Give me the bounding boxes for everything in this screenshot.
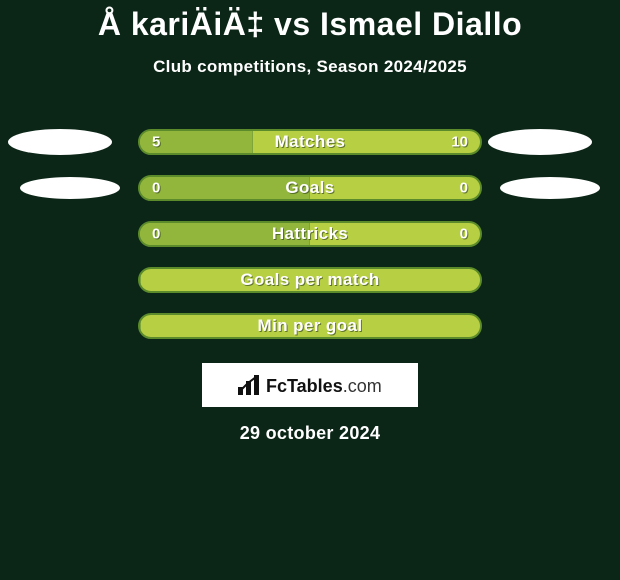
stat-row-mpg: Min per goal xyxy=(0,303,620,349)
brand-main: Tables xyxy=(287,376,343,396)
stat-bar: Min per goal xyxy=(138,313,482,339)
date-label: 29 october 2024 xyxy=(0,423,620,444)
subtitle: Club competitions, Season 2024/2025 xyxy=(0,57,620,77)
stat-row-gpm: Goals per match xyxy=(0,257,620,303)
player1-logo-placeholder xyxy=(8,129,112,155)
player2-logo-placeholder xyxy=(488,129,592,155)
stats-block: 5 Matches 10 0 Goals 0 0 Hattricks 0 xyxy=(0,119,620,349)
stat-row-goals: 0 Goals 0 xyxy=(0,165,620,211)
player1-name: Å kariÄiÄ‡ xyxy=(98,6,265,42)
brand-prefix: Fc xyxy=(266,376,287,396)
stat-label: Min per goal xyxy=(140,316,480,336)
stat-bar: 0 Goals 0 xyxy=(138,175,482,201)
stat-label: Matches xyxy=(140,132,480,152)
page-title: Å kariÄiÄ‡ vs Ismael Diallo xyxy=(0,6,620,43)
stat-label: Hattricks xyxy=(140,224,480,244)
player2-name: Ismael Diallo xyxy=(320,6,522,42)
brand-logo[interactable]: FcTables.com xyxy=(202,363,418,407)
player1-flag-placeholder xyxy=(20,177,120,199)
fctables-logo-icon: FcTables.com xyxy=(210,369,410,401)
svg-text:FcTables.com: FcTables.com xyxy=(266,376,382,396)
stat-label: Goals per match xyxy=(140,270,480,290)
stat-right-value: 10 xyxy=(451,134,468,151)
stat-row-hattricks: 0 Hattricks 0 xyxy=(0,211,620,257)
brand-suffix: .com xyxy=(343,376,382,396)
stat-bar: 0 Hattricks 0 xyxy=(138,221,482,247)
player2-flag-placeholder xyxy=(500,177,600,199)
stat-label: Goals xyxy=(140,178,480,198)
stat-right-value: 0 xyxy=(460,180,468,197)
vs-label: vs xyxy=(274,6,311,42)
stat-bar: Goals per match xyxy=(138,267,482,293)
stat-row-matches: 5 Matches 10 xyxy=(0,119,620,165)
stat-right-value: 0 xyxy=(460,226,468,243)
stat-bar: 5 Matches 10 xyxy=(138,129,482,155)
